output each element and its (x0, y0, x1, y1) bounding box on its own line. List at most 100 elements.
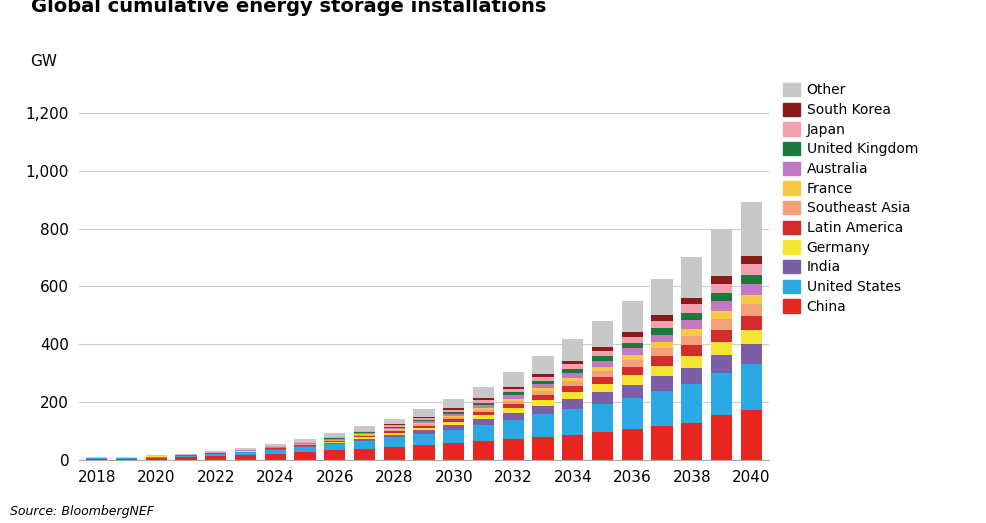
Bar (472, 419, 494, 425)
Bar (681, 368, 702, 384)
Bar (413, 430, 435, 434)
Bar (294, 447, 316, 448)
Bar (472, 441, 494, 460)
Bar (562, 361, 584, 365)
Bar (711, 229, 733, 276)
Bar (324, 441, 345, 442)
Bar (354, 426, 376, 431)
Bar (324, 439, 345, 440)
Bar (592, 367, 613, 371)
Bar (294, 446, 316, 447)
Bar (503, 387, 524, 389)
Bar (503, 420, 524, 439)
Bar (681, 320, 702, 329)
Bar (413, 410, 435, 417)
Bar (652, 426, 672, 460)
Bar (562, 373, 584, 378)
Bar (532, 377, 554, 381)
Bar (532, 389, 554, 391)
Bar (472, 405, 494, 407)
Bar (413, 423, 435, 424)
Bar (503, 439, 524, 460)
Bar (621, 376, 643, 384)
Bar (740, 303, 762, 316)
Bar (532, 400, 554, 406)
Bar (532, 384, 554, 389)
Bar (621, 332, 643, 337)
Bar (740, 364, 762, 410)
Bar (652, 391, 672, 426)
Bar (681, 329, 702, 336)
Bar (472, 415, 494, 419)
Bar (443, 414, 464, 416)
Bar (740, 344, 762, 364)
Bar (652, 376, 672, 391)
Bar (354, 431, 376, 433)
Bar (503, 408, 524, 413)
Bar (652, 279, 672, 315)
Bar (413, 424, 435, 426)
Bar (443, 399, 464, 408)
Bar (472, 407, 494, 410)
Bar (413, 418, 435, 419)
Bar (384, 437, 405, 447)
Bar (205, 456, 227, 460)
Bar (443, 410, 464, 412)
Bar (294, 445, 316, 446)
Bar (711, 283, 733, 293)
Bar (711, 301, 733, 311)
Bar (740, 264, 762, 275)
Bar (652, 366, 672, 376)
Bar (443, 412, 464, 414)
Bar (472, 386, 494, 398)
Bar (711, 373, 733, 415)
Bar (384, 424, 405, 425)
Bar (324, 433, 345, 437)
Bar (324, 437, 345, 438)
Bar (264, 449, 286, 450)
Bar (740, 201, 762, 256)
Bar (472, 398, 494, 400)
Bar (711, 342, 733, 355)
Bar (681, 345, 702, 356)
Bar (562, 378, 584, 381)
Bar (621, 429, 643, 460)
Bar (294, 439, 316, 442)
Bar (562, 386, 584, 392)
Bar (652, 356, 672, 366)
Bar (592, 404, 613, 432)
Bar (354, 441, 376, 449)
Bar (354, 439, 376, 441)
Bar (621, 398, 643, 429)
Bar (562, 339, 584, 361)
Bar (621, 367, 643, 376)
Bar (86, 458, 107, 459)
Bar (532, 391, 554, 395)
Text: Source: BloombergNEF: Source: BloombergNEF (10, 505, 154, 518)
Bar (503, 372, 524, 387)
Bar (740, 256, 762, 264)
Bar (681, 423, 702, 460)
Bar (384, 427, 405, 428)
Bar (354, 449, 376, 460)
Bar (652, 321, 672, 328)
Bar (384, 430, 405, 431)
Bar (740, 275, 762, 283)
Bar (621, 384, 643, 398)
Bar (711, 415, 733, 460)
Bar (652, 328, 672, 335)
Bar (621, 337, 643, 343)
Bar (562, 381, 584, 386)
Bar (86, 459, 107, 460)
Bar (384, 435, 405, 437)
Bar (740, 410, 762, 460)
Bar (115, 459, 137, 460)
Bar (294, 442, 316, 443)
Bar (443, 422, 464, 425)
Bar (324, 445, 345, 450)
Bar (621, 360, 643, 367)
Bar (652, 315, 672, 321)
Bar (264, 450, 286, 453)
Bar (503, 399, 524, 401)
Bar (592, 432, 613, 460)
